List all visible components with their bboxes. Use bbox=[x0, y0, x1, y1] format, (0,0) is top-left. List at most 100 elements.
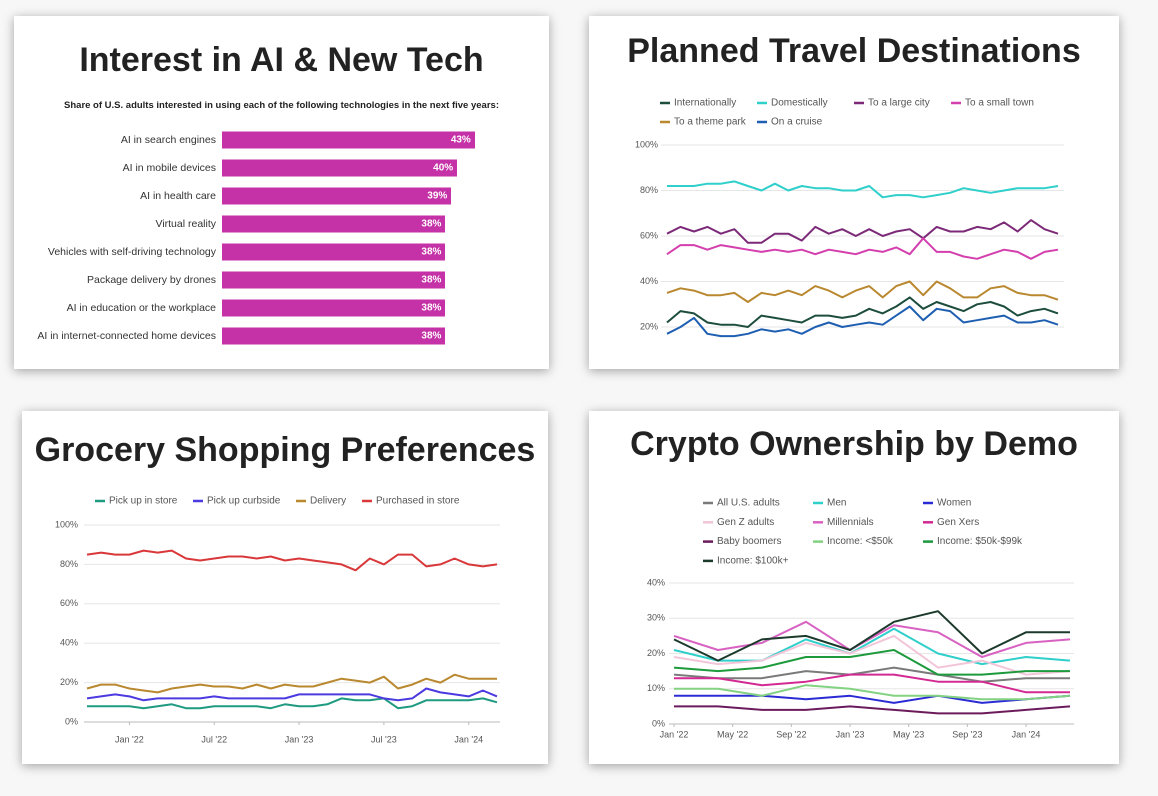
category-label: AI in internet-connected home devices bbox=[37, 330, 216, 342]
series-line bbox=[674, 694, 1071, 704]
legend-label: Delivery bbox=[310, 496, 346, 507]
x-tick-label: Jan '22 bbox=[660, 729, 689, 739]
series-line bbox=[673, 627, 1071, 666]
legend-label: Pick up curbside bbox=[207, 496, 281, 507]
card: Grocery Shopping Preferences 0% 20% 40% 60% 8… bbox=[22, 411, 548, 764]
card: Crypto Ownership by Demo 0% 10% 20% 30% 40% Ja… bbox=[589, 411, 1119, 764]
value-label: 38% bbox=[421, 246, 442, 258]
x-tick-label: May '22 bbox=[717, 729, 748, 739]
chart: Crypto Ownership by Demo 0% 10% 20% 30% 40% Ja… bbox=[630, 425, 1078, 739]
legend-label: Pick up in store bbox=[109, 496, 178, 507]
series-line bbox=[667, 180, 1059, 199]
series-line bbox=[673, 649, 1070, 676]
category-label: AI in health care bbox=[140, 190, 216, 202]
y-tick-label: 10% bbox=[647, 683, 665, 693]
series-line bbox=[674, 705, 1071, 715]
y-tick-label: 80% bbox=[640, 185, 658, 195]
legend-label: Internationally bbox=[674, 98, 736, 109]
category-label: AI in mobile devices bbox=[122, 162, 216, 174]
series-line bbox=[86, 549, 498, 572]
x-tick-label: Sep '22 bbox=[776, 729, 806, 739]
x-tick-label: Jul '22 bbox=[201, 734, 227, 744]
y-tick-label: 60% bbox=[60, 598, 78, 608]
y-tick-label: 20% bbox=[647, 648, 665, 658]
legend-label: Purchased in store bbox=[376, 496, 460, 507]
value-label: 43% bbox=[450, 134, 471, 146]
bar: 38% bbox=[222, 243, 446, 261]
series-line bbox=[86, 687, 498, 702]
bar: 38% bbox=[222, 299, 446, 317]
category-label: Package delivery by drones bbox=[87, 274, 216, 286]
chart-title: Grocery Shopping Preferences bbox=[35, 431, 536, 469]
legend-label: Men bbox=[827, 498, 846, 509]
x-tick-label: Jan '23 bbox=[836, 729, 865, 739]
value-label: 38% bbox=[421, 218, 442, 230]
legend-label: Women bbox=[937, 498, 971, 509]
legend-label: Income: $50k-$99k bbox=[937, 536, 1023, 547]
bar: 39% bbox=[222, 187, 452, 205]
legend-label: Domestically bbox=[771, 98, 828, 109]
y-tick-label: 40% bbox=[640, 276, 658, 286]
legend-label: Gen Xers bbox=[937, 517, 979, 528]
y-tick-label: 20% bbox=[640, 321, 658, 331]
series-line bbox=[673, 634, 1071, 676]
chart-title: Interest in AI & New Tech bbox=[79, 41, 484, 79]
y-tick-label: 0% bbox=[65, 716, 78, 726]
bar: 38% bbox=[222, 271, 446, 289]
legend-label: All U.S. adults bbox=[717, 498, 780, 509]
legend-label: Millennials bbox=[827, 517, 874, 528]
y-tick-label: 100% bbox=[55, 519, 78, 529]
series-line bbox=[666, 237, 1059, 260]
y-tick-label: 100% bbox=[635, 139, 658, 149]
x-tick-label: May '23 bbox=[893, 729, 924, 739]
bar: 40% bbox=[222, 159, 458, 177]
bar: 38% bbox=[222, 327, 446, 345]
series-line bbox=[673, 610, 1070, 662]
x-tick-label: Jul '23 bbox=[371, 734, 397, 744]
legend-label: Baby boomers bbox=[717, 536, 781, 547]
legend-label: On a cruise bbox=[771, 117, 823, 128]
y-tick-label: 60% bbox=[640, 230, 658, 240]
series-line bbox=[673, 666, 1070, 683]
y-tick-label: 40% bbox=[647, 577, 665, 587]
chart: Grocery Shopping Preferences 0% 20% 40% 60% 8… bbox=[35, 431, 536, 744]
category-label: Vehicles with self-driving technology bbox=[47, 246, 216, 258]
x-tick-label: Jan '23 bbox=[285, 734, 314, 744]
series-line bbox=[87, 697, 498, 710]
legend-label: To a large city bbox=[868, 98, 930, 109]
card: Planned Travel Destinations 20% 40% 60% 80% 1… bbox=[589, 16, 1119, 369]
category-label: Virtual reality bbox=[155, 218, 217, 230]
series-line bbox=[86, 673, 497, 694]
x-tick-label: Jan '24 bbox=[1012, 729, 1041, 739]
x-tick-label: Sep '23 bbox=[952, 729, 982, 739]
series-line bbox=[666, 305, 1059, 338]
series-line bbox=[674, 673, 1070, 694]
series-line bbox=[673, 620, 1071, 658]
value-label: 38% bbox=[421, 302, 442, 314]
chart: Planned Travel Destinations 20% 40% 60% 80% 1… bbox=[627, 32, 1081, 338]
series-line bbox=[666, 296, 1059, 328]
x-tick-label: Jan '24 bbox=[454, 734, 483, 744]
y-tick-label: 30% bbox=[647, 613, 665, 623]
value-label: 39% bbox=[427, 190, 448, 202]
series-line bbox=[674, 684, 1071, 701]
y-tick-label: 40% bbox=[60, 638, 78, 648]
category-label: AI in search engines bbox=[120, 134, 216, 146]
series-line bbox=[666, 280, 1059, 303]
chart-subtitle: Share of U.S. adults interested in using… bbox=[64, 100, 499, 111]
bar: 38% bbox=[222, 215, 446, 233]
value-label: 38% bbox=[421, 274, 442, 286]
x-tick-label: Jan '22 bbox=[115, 734, 144, 744]
chart-title: Planned Travel Destinations bbox=[627, 32, 1080, 70]
legend-label: To a small town bbox=[965, 98, 1034, 109]
legend-label: Income: $100k+ bbox=[717, 556, 789, 567]
bar: 43% bbox=[222, 131, 475, 149]
category-label: AI in education or the workplace bbox=[66, 302, 216, 314]
chart-title: Crypto Ownership by Demo bbox=[630, 425, 1078, 463]
y-tick-label: 0% bbox=[652, 718, 665, 728]
legend-label: Gen Z adults bbox=[717, 517, 774, 528]
series-line bbox=[666, 219, 1059, 244]
value-label: 38% bbox=[421, 330, 442, 342]
legend-label: To a theme park bbox=[674, 117, 747, 128]
